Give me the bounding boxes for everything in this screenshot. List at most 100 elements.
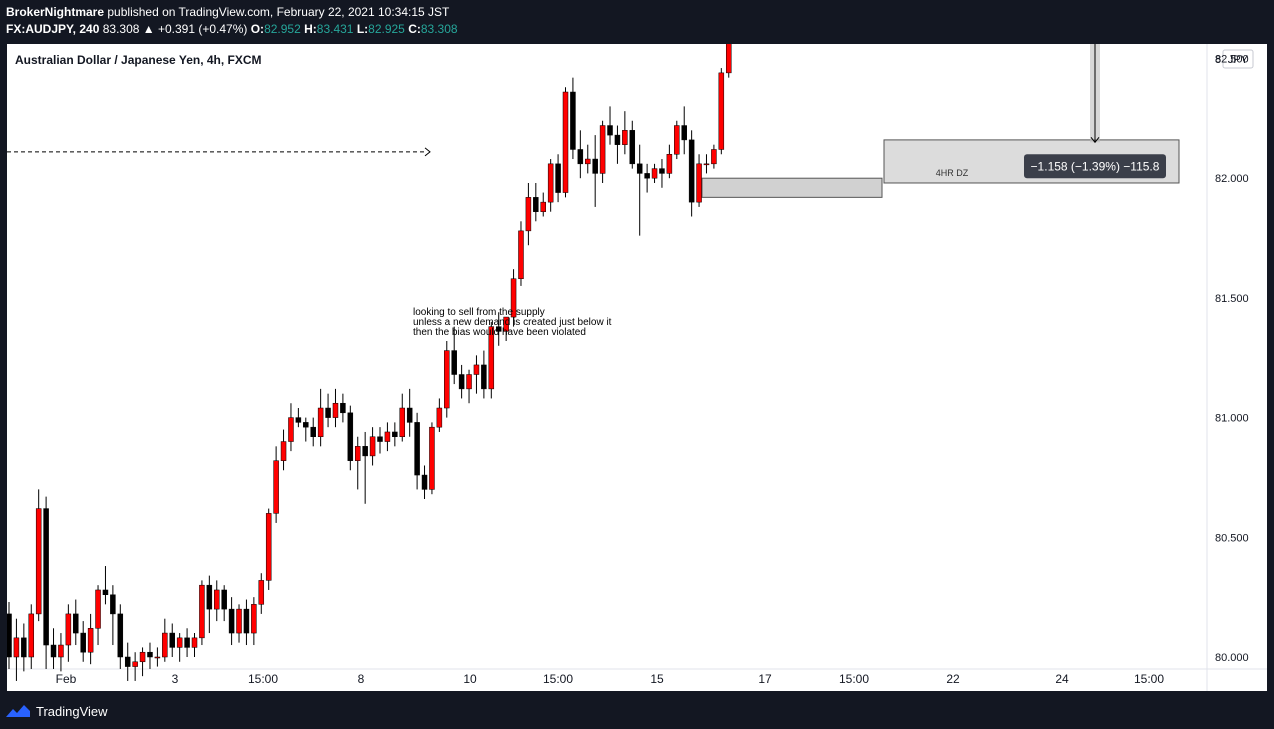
demand-base-box[interactable] [701, 177, 883, 198]
candle-body[interactable] [518, 230, 524, 279]
candle-body[interactable] [473, 364, 480, 375]
candle-body[interactable] [236, 608, 242, 634]
candle-body[interactable] [429, 426, 435, 490]
candle-body[interactable] [288, 417, 294, 442]
candle-body[interactable] [510, 278, 517, 318]
candle-body[interactable] [258, 580, 265, 605]
candle-body[interactable] [444, 350, 450, 409]
candle-body[interactable] [666, 154, 673, 174]
candle-body[interactable] [132, 661, 138, 667]
candle-body[interactable] [6, 613, 12, 658]
candle-body[interactable] [273, 460, 279, 514]
candle-body[interactable] [555, 163, 561, 193]
candle-body[interactable] [162, 632, 168, 658]
candle-body[interactable] [347, 412, 354, 461]
candle-body[interactable] [265, 513, 272, 581]
candle-body[interactable] [199, 584, 205, 639]
candle-body[interactable] [651, 168, 658, 179]
candle-body[interactable] [644, 173, 650, 179]
plot-area[interactable] [7, 44, 1207, 669]
candle-body[interactable] [384, 431, 391, 442]
candle-body[interactable] [206, 584, 213, 610]
candle-body[interactable] [495, 326, 502, 332]
candle-body[interactable] [562, 91, 569, 193]
candle-body[interactable] [406, 407, 413, 423]
candle-body[interactable] [703, 163, 710, 166]
candle-body[interactable] [65, 613, 72, 646]
candle-body[interactable] [629, 130, 636, 165]
candle-body[interactable] [73, 613, 79, 634]
candle-body[interactable] [421, 474, 428, 490]
candle-body[interactable] [243, 608, 250, 634]
candle-body[interactable] [58, 644, 64, 658]
candle-body[interactable] [636, 163, 643, 174]
candle-body[interactable] [577, 149, 584, 165]
candle-body[interactable] [13, 637, 20, 658]
candle-body[interactable] [681, 125, 687, 141]
candle-body[interactable] [110, 594, 116, 615]
candle-body[interactable] [169, 632, 175, 648]
candle-body[interactable] [592, 158, 598, 174]
candle-body[interactable] [533, 197, 539, 212]
candle-body[interactable] [525, 197, 532, 232]
candle-body[interactable] [718, 72, 725, 150]
candle-body[interactable] [599, 125, 606, 174]
candle-body[interactable] [117, 613, 124, 658]
candle-body[interactable] [614, 134, 621, 145]
candle-body[interactable] [503, 316, 509, 332]
candle-body[interactable] [696, 163, 702, 203]
candle-body[interactable] [547, 163, 554, 203]
candle-body[interactable] [50, 644, 57, 658]
candle-body[interactable] [585, 158, 591, 165]
chart-panel[interactable]: 4HR SZ4HR DZ−1.158 (−1.39%) −115.8lookin… [6, 0, 1267, 691]
candle-body[interactable] [622, 130, 628, 145]
candle-body[interactable] [35, 508, 42, 615]
candle-body[interactable] [369, 436, 376, 457]
candle-body[interactable] [325, 407, 331, 418]
candle-body[interactable] [214, 589, 220, 610]
candle-body[interactable] [28, 613, 35, 658]
candle-body[interactable] [466, 374, 472, 390]
candle-body[interactable] [414, 422, 420, 476]
candle-body[interactable] [102, 589, 109, 596]
candle-body[interactable] [436, 407, 443, 428]
candle-body[interactable] [21, 637, 27, 658]
candle-body[interactable] [354, 446, 361, 461]
candle-body[interactable] [80, 632, 86, 653]
candle-body[interactable] [688, 139, 695, 203]
candle-body[interactable] [191, 637, 198, 648]
footer-brand[interactable]: TradingView [36, 703, 108, 719]
candle-body[interactable] [251, 604, 257, 634]
candle-body[interactable] [184, 637, 190, 648]
candle-body[interactable] [147, 651, 153, 658]
candle-body[interactable] [43, 508, 49, 646]
candle-body[interactable] [488, 326, 495, 390]
candle-body[interactable] [362, 446, 368, 457]
candle-body[interactable] [458, 374, 465, 390]
candle-body[interactable] [451, 350, 457, 375]
candle-body[interactable] [228, 608, 235, 634]
currency-badge[interactable] [1222, 49, 1254, 69]
candle-body[interactable] [154, 656, 161, 659]
candle-body[interactable] [87, 628, 94, 653]
candle-body[interactable] [570, 91, 576, 150]
candle-body[interactable] [725, 0, 732, 74]
candle-body[interactable] [659, 168, 665, 174]
candle-body[interactable] [399, 407, 406, 438]
candle-body[interactable] [481, 364, 487, 390]
candle-body[interactable] [280, 441, 287, 461]
candle-body[interactable] [674, 125, 680, 155]
candle-body[interactable] [711, 149, 717, 165]
candle-body[interactable] [340, 402, 346, 414]
candle-body[interactable] [377, 436, 383, 442]
candle-body[interactable] [221, 589, 227, 610]
candlestick-chart[interactable]: 4HR SZ4HR DZ−1.158 (−1.39%) −115.8lookin… [6, 0, 1267, 691]
candle-body[interactable] [310, 426, 316, 438]
candle-body[interactable] [392, 431, 398, 438]
candle-body[interactable] [607, 125, 613, 136]
candle-body[interactable] [176, 637, 183, 648]
candle-body[interactable] [303, 422, 309, 428]
candle-body[interactable] [317, 407, 324, 438]
candle-body[interactable] [95, 589, 101, 629]
candle-body[interactable] [295, 417, 302, 423]
